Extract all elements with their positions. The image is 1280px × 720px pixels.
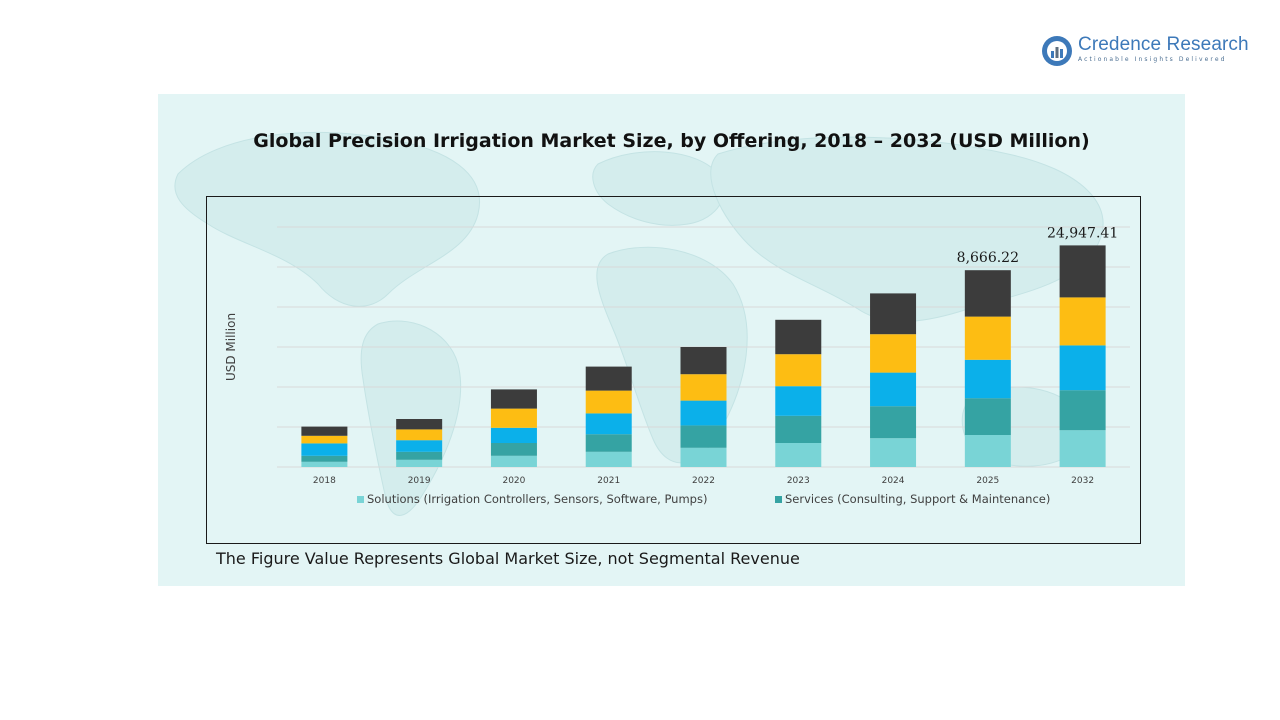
- bar-segment-2019-s5: [396, 419, 443, 430]
- credence-logo-icon: [1042, 36, 1072, 66]
- bar-segment-2021-s1: [585, 451, 632, 467]
- bar-segment-2024-s3: [870, 372, 917, 407]
- bar-segment-2023-s2: [775, 415, 822, 443]
- bar-segment-2025-s3: [964, 359, 1011, 399]
- data-label-2025: 8,666.22: [957, 250, 1019, 266]
- bar-segment-2032-s3: [1059, 345, 1106, 391]
- bar-segment-2023-s4: [775, 354, 822, 387]
- bar-segment-2018-s3: [301, 443, 348, 456]
- y-axis-label: USD Million: [224, 313, 238, 381]
- bar-segment-2023-s3: [775, 386, 822, 416]
- bar-segment-2021-s3: [585, 413, 632, 435]
- bar-segment-2020-s2: [490, 443, 537, 456]
- bar-segment-2025-s1: [964, 435, 1011, 467]
- bar-segment-2024-s2: [870, 406, 917, 439]
- brand-name: Credence Research: [1078, 34, 1249, 55]
- bar-segment-2020-s5: [490, 389, 537, 409]
- bar-segment-2019-s3: [396, 440, 443, 452]
- stacked-bar-chart: USD Million 2018 2019 2020 2021 2022 2023 2024 2…: [224, 225, 1130, 506]
- bar-segment-2023-s5: [775, 319, 822, 355]
- brand-tagline: Actionable Insights Delivered: [1078, 56, 1227, 63]
- bar-segment-2022-s2: [680, 425, 727, 448]
- bar-segment-2023-s1: [775, 443, 822, 467]
- bar-segment-2018-s2: [301, 455, 348, 462]
- bar-segment-2020-s3: [490, 427, 537, 443]
- bar-segment-2022-s5: [680, 347, 727, 375]
- x-tick-label: 2021: [597, 476, 620, 486]
- bar-segment-2025-s2: [964, 398, 1011, 435]
- chart-panel: Global Precision Irrigation Market Size,…: [158, 94, 1185, 586]
- brand-logo: Credence Research Actionable Insights De…: [1040, 32, 1260, 72]
- bar-segment-2021-s2: [585, 434, 632, 452]
- bar-segment-2032-s1: [1059, 430, 1106, 467]
- x-tick-label: 2032: [1071, 476, 1094, 486]
- bar-segment-2021-s5: [585, 366, 632, 391]
- x-tick-label: 2019: [408, 476, 431, 486]
- bar-segment-2018-s5: [301, 426, 348, 436]
- bar-segment-2024-s5: [870, 293, 917, 335]
- bar-segment-2022-s1: [680, 447, 727, 467]
- bar-segment-2019-s4: [396, 429, 443, 441]
- bar-segment-2019-s1: [396, 459, 443, 467]
- bar-segment-2018-s1: [301, 461, 348, 467]
- bar-segment-2019-s2: [396, 451, 443, 460]
- legend-swatch-2: [775, 496, 782, 503]
- bar-segment-2022-s4: [680, 374, 727, 401]
- bar-segment-2025-s4: [964, 316, 1011, 360]
- bar-segment-2032-s4: [1059, 297, 1106, 346]
- bar-segment-2032-s2: [1059, 390, 1106, 431]
- x-tick-label: 2024: [882, 476, 905, 486]
- legend-label-2: Services (Consulting, Support & Maintena…: [785, 492, 1050, 506]
- bar-segment-2021-s4: [585, 390, 632, 414]
- bar-segment-2024-s1: [870, 438, 917, 467]
- chart-title: Global Precision Irrigation Market Size,…: [253, 130, 1090, 152]
- legend-swatch-1: [357, 496, 364, 503]
- x-tick-label: 2018: [313, 476, 336, 486]
- bar-segment-2022-s3: [680, 400, 727, 426]
- bar-segment-2024-s4: [870, 334, 917, 373]
- x-tick-label: 2022: [692, 476, 715, 486]
- x-tick-label: 2020: [502, 476, 525, 486]
- chart-frame: USD Million 2018 2019 2020 2021 2022 2023 2024 2…: [206, 196, 1141, 544]
- bar-segment-2032-s5: [1059, 245, 1106, 298]
- x-tick-label: 2023: [787, 476, 810, 486]
- legend-label-1: Solutions (Irrigation Controllers, Senso…: [367, 492, 707, 506]
- x-tick-label: 2025: [976, 476, 999, 486]
- footnote: The Figure Value Represents Global Marke…: [216, 549, 800, 568]
- data-label-2032: 24,947.41: [1047, 225, 1118, 241]
- bar-segment-2020-s1: [490, 455, 537, 467]
- bar-segment-2025-s5: [964, 270, 1011, 317]
- bar-segment-2018-s4: [301, 435, 348, 444]
- bar-segment-2020-s4: [490, 408, 537, 428]
